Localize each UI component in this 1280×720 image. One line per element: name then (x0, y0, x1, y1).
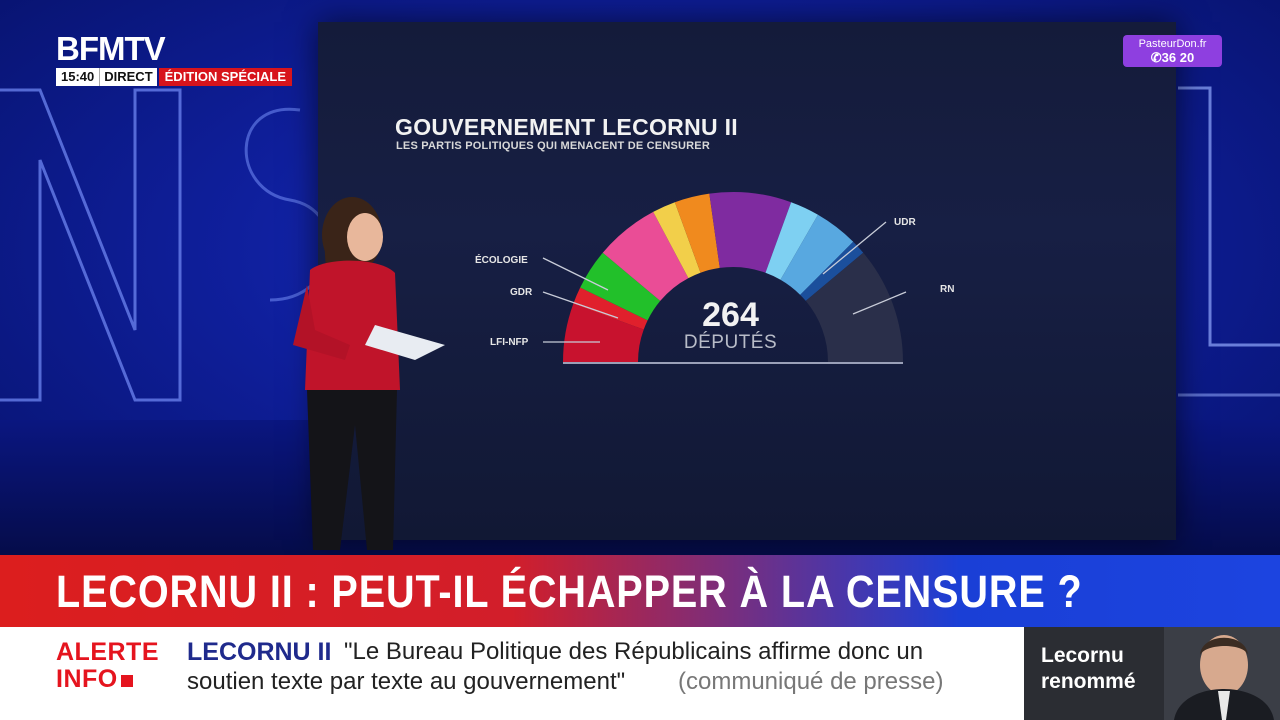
hemicycle-segment-ecologie (580, 252, 661, 321)
side-news-box: Lecornu renommé (1024, 627, 1280, 720)
channel-logo: BFMTV 15:40 DIRECT ÉDITION SPÉCIALE (56, 30, 292, 86)
ticker-source: (communiqué de presse) (678, 668, 944, 695)
alert-square-icon (120, 675, 133, 687)
sponsor-phone: ✆36 20 (1150, 50, 1195, 65)
screen-title: GOUVERNEMENT LECORNU II (395, 114, 738, 140)
hemicycle-segment-liot (653, 202, 701, 279)
live-bar: 15:40 DIRECT ÉDITION SPÉCIALE (56, 68, 292, 86)
sponsor-url: PasteurDon.fr (1138, 38, 1207, 50)
ticker-quote-line-2: soutien texte par texte au gouvernement" (187, 668, 626, 695)
alert-line-1: ALERTE (56, 638, 159, 666)
headline: LECORNU II : PEUT-IL ÉCHAPPER À LA CENSU… (56, 566, 1083, 617)
label-udr: UDR (894, 217, 916, 228)
headline-band (0, 555, 1280, 627)
hemicycle-segment-horizons (765, 202, 818, 280)
display-screen: GOUVERNEMENT LECORNU II LES PARTIS POLIT… (318, 22, 1176, 540)
label-gdr: GDR (510, 287, 533, 298)
alert-line-2: INFO (56, 666, 159, 693)
deputies-count: 264 (702, 296, 759, 334)
live-badge: DIRECT (99, 68, 157, 86)
hemicycle-segment-ensemble (709, 192, 792, 273)
clock: 15:40 (56, 68, 100, 86)
deputies-label: DÉPUTÉS (683, 332, 778, 353)
label-rn: RN (940, 284, 955, 295)
udr-leader-line (822, 221, 887, 275)
hemicycle-segment-modem_left (674, 193, 720, 273)
paper-sheet (365, 325, 445, 360)
phone-icon: ✆ (1150, 50, 1162, 65)
ecologie-leader-line (542, 257, 609, 291)
hemicycle-segment-lfi (563, 303, 644, 362)
side-news-line-2: renommé (1041, 670, 1136, 693)
portrait-photo (1164, 627, 1280, 720)
edition-badge: ÉDITION SPÉCIALE (158, 68, 292, 86)
side-news-line-1: Lecornu (1041, 644, 1124, 667)
ticker-quote-line-1: "Le Bureau Politique des Républicains af… (344, 638, 924, 665)
side-news-text: Lecornu renommé (1041, 643, 1136, 695)
screen-subtitle: LES PARTIS POLITIQUES QUI MENACENT DE CE… (396, 140, 710, 152)
channel-logo-text: BFMTV (56, 30, 166, 67)
hemicycle-segment-lr (780, 214, 854, 295)
sponsor-badge: PasteurDon.fr ✆36 20 (1123, 35, 1222, 67)
hemicycle-segment-gdr (573, 287, 648, 330)
rn-leader-line (852, 291, 907, 315)
presenter (293, 197, 445, 550)
ticker-topic: LECORNU II (187, 638, 332, 666)
hemicycle-chart (542, 192, 907, 364)
hemicycle-segment-socialistes (602, 211, 689, 301)
label-ecologie: ÉCOLOGIE (475, 255, 528, 266)
gdr-leader-line (542, 291, 619, 319)
hemicycle-segment-rn (805, 252, 903, 362)
news-ticker (0, 627, 1024, 720)
alert-info-badge: ALERTE INFO (56, 639, 159, 693)
hemicycle-segment-udr (800, 241, 864, 301)
label-lfi: LFI-NFP (490, 337, 529, 348)
